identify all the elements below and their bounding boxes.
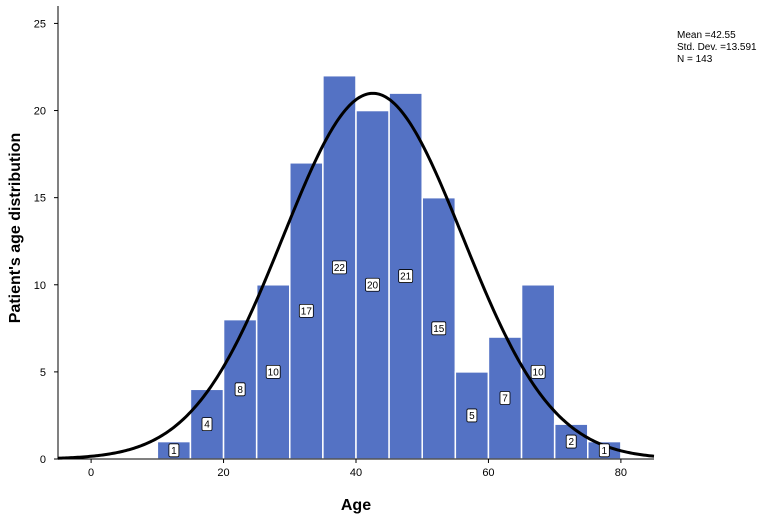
normal-curve <box>57 91 655 460</box>
stats-legend: Mean =42.55 Std. Dev. =13.591 N = 143 <box>677 30 757 66</box>
bar-label-box <box>201 417 213 432</box>
bar-value-label: 10 <box>268 367 280 378</box>
bar-value-label: 22 <box>334 263 346 274</box>
bar-label-box <box>265 364 281 379</box>
bar-label-box <box>598 443 610 458</box>
bar-label-box <box>530 364 546 379</box>
bar-label-box <box>332 260 347 275</box>
y-tick-label: 5 <box>40 367 46 379</box>
x-tick-label: 40 <box>350 467 362 479</box>
x-tick-label: 80 <box>615 467 627 479</box>
bar-label-box <box>431 321 447 336</box>
bar-label-box <box>565 434 577 449</box>
x-tick-label: 20 <box>217 467 229 479</box>
bar-label-box <box>365 277 380 292</box>
bar-value-label: 10 <box>533 367 545 378</box>
y-axis-title: Patient's age distribution <box>7 133 24 324</box>
bar-value-label: 15 <box>433 324 445 335</box>
bar-value-label: 4 <box>204 420 210 431</box>
bar-value-label: 20 <box>367 280 379 291</box>
y-tick-label: 20 <box>34 106 46 118</box>
bar-value-label: 1 <box>171 446 177 457</box>
bar-value-label: 7 <box>502 394 508 405</box>
bar-label-box <box>499 391 511 405</box>
y-tick-label: 0 <box>40 454 46 466</box>
n-stat: N = 143 <box>677 54 713 65</box>
bar-label-box <box>298 304 314 318</box>
bar-label-box <box>466 408 478 423</box>
y-tick-label: 25 <box>34 18 46 30</box>
bar-value-label: 8 <box>237 385 243 396</box>
y-tick-label: 15 <box>34 193 46 205</box>
bar-label-box <box>398 269 414 283</box>
bar-value-label: 1 <box>602 446 608 457</box>
x-axis-title: Age <box>341 497 371 514</box>
bar-value-label: 5 <box>469 411 475 422</box>
x-tick-label: 0 <box>88 467 94 479</box>
bar-label-box <box>234 382 246 397</box>
bar-value-label: 21 <box>400 272 412 283</box>
x-tick-label: 60 <box>482 467 494 479</box>
mean-stat: Mean =42.55 <box>677 30 736 41</box>
bar-label-box <box>168 443 180 458</box>
normal-curve-group <box>57 91 655 460</box>
bar-value-label: 2 <box>568 437 574 448</box>
bars-group <box>156 74 622 460</box>
sd-stat: Std. Dev. =13.591 <box>677 42 757 53</box>
bar-value-label: 17 <box>301 306 313 317</box>
y-tick-label: 10 <box>34 280 46 292</box>
